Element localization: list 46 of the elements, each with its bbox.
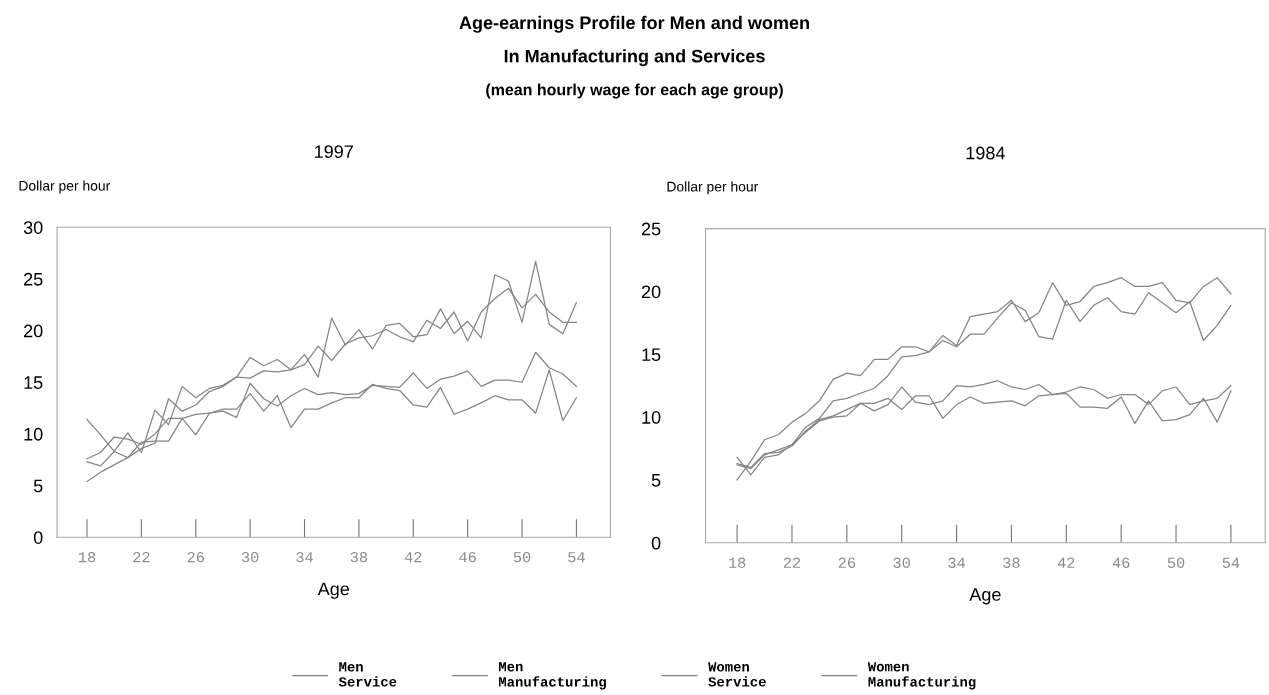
x-tick-label: 50 [513, 551, 531, 563]
y-tick-label: 0 [33, 531, 43, 544]
y-tick-label: 5 [651, 474, 661, 487]
y-tick-label: 20 [641, 285, 661, 299]
legend-label: Women Service [708, 662, 766, 687]
legend-label: Men Manufacturing [499, 662, 606, 690]
x-tick-label: 46 [459, 551, 476, 563]
y-tick-label: 10 [642, 411, 661, 424]
x-tick-label: 18 [729, 557, 746, 568]
text: (mean hourly wage for each age group) [486, 83, 783, 99]
x-tick-label: 54 [568, 552, 585, 563]
y-axis-title: Dollar per hour [667, 181, 759, 195]
x-tick-label: 34 [296, 551, 313, 563]
legend-label: Men Service [338, 662, 397, 687]
y-tick-label: 10 [24, 427, 43, 441]
y-tick-label: 5 [33, 479, 43, 493]
chart-title: 1997 [315, 145, 353, 158]
x-tick-label: 38 [1003, 557, 1020, 568]
x-tick-label: 30 [241, 551, 259, 563]
y-tick-label: 0 [651, 536, 661, 550]
chart-title: 1984 [966, 146, 1005, 160]
y-tick-label: 20 [24, 324, 43, 338]
x-tick-label: 54 [1222, 557, 1240, 568]
x-tick-label: 26 [838, 557, 856, 568]
x-tick-label: 42 [404, 551, 422, 563]
x-tick-label: 38 [350, 551, 368, 563]
x-tick-label: 50 [1167, 557, 1185, 568]
y-tick-label: 25 [24, 272, 43, 286]
text: In Manufacturing and Services [504, 49, 765, 67]
x-axis-title: Age [969, 588, 1001, 605]
x-tick-label: 46 [1112, 557, 1130, 568]
x-tick-label: 26 [187, 551, 204, 563]
y-tick-label: 30 [23, 221, 43, 234]
x-axis-title: Age [317, 582, 350, 599]
text: Age-earnings Profile for Men and women [459, 15, 809, 33]
x-tick-label: 30 [893, 557, 910, 568]
y-tick-label: 25 [641, 222, 661, 236]
y-tick-label: 15 [24, 376, 43, 389]
x-tick-label: 34 [948, 557, 965, 568]
x-tick-label: 22 [783, 557, 801, 568]
y-tick-label: 15 [642, 348, 661, 362]
x-tick-label: 22 [133, 551, 150, 563]
y-axis-title: Dollar per hour [19, 180, 111, 194]
x-tick-label: 18 [78, 551, 96, 563]
x-tick-label: 42 [1057, 557, 1075, 568]
legend-label: Women Manufacturing [867, 662, 976, 690]
